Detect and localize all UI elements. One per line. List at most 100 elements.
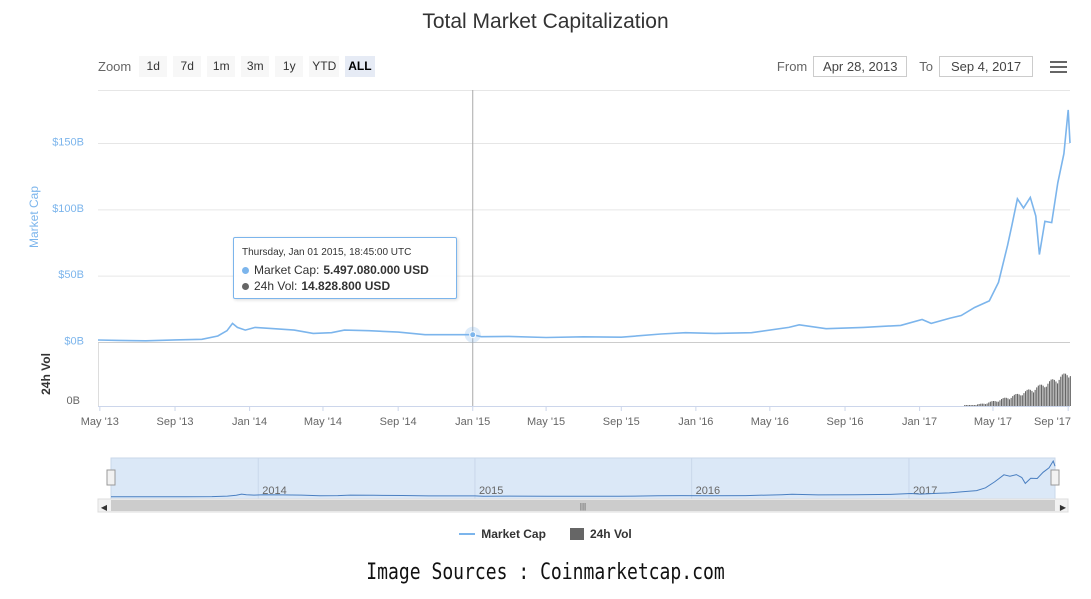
x-tick-label: Jan '17 xyxy=(902,416,937,428)
volume-bar xyxy=(1060,376,1062,406)
volume-bar xyxy=(1010,397,1012,406)
volume-bar xyxy=(1028,389,1030,406)
x-tick-label: May '15 xyxy=(527,416,565,428)
volume-bar xyxy=(1049,381,1051,406)
volume-bar xyxy=(1061,374,1063,406)
legend-label-volume: 24h Vol xyxy=(589,527,632,541)
to-date-input[interactable]: Sep 4, 2017 xyxy=(939,55,1033,77)
zoom-1m-button[interactable]: 1m xyxy=(207,55,236,77)
scroll-right-arrow-icon[interactable]: ▶ xyxy=(1060,503,1067,512)
volume-bar xyxy=(999,400,1001,406)
volume-bar xyxy=(1050,379,1052,406)
volume-bar xyxy=(1068,377,1070,406)
zoom-3m-button[interactable]: 3m xyxy=(241,55,270,77)
volume-bar xyxy=(1002,398,1004,406)
volume-bar xyxy=(1069,376,1071,406)
x-tick-label: Sep '16 xyxy=(827,416,864,428)
y-tick-label: $0B xyxy=(64,336,84,348)
volume-bar xyxy=(1034,389,1036,406)
navigator-year-label: 2014 xyxy=(262,485,286,497)
from-label: From xyxy=(776,58,808,74)
volume-bar xyxy=(1020,395,1022,406)
zoom-1d-button[interactable]: 1d xyxy=(139,55,168,77)
volume-bar xyxy=(1023,393,1025,406)
legend-line-icon xyxy=(459,533,476,535)
volume-bar xyxy=(1045,386,1047,406)
zoom-label: Zoom xyxy=(98,58,132,74)
navigator-year-label: 2016 xyxy=(696,485,720,497)
y-tick-label: $50B xyxy=(58,269,84,281)
legend-item-volume[interactable]: 24h Vol xyxy=(569,527,632,541)
x-axis-ticks: May '13 Sep '13 Jan '14 May '14 Sep '14 Jan '… xyxy=(81,406,1071,428)
volume-bar xyxy=(970,405,972,406)
tooltip: Thursday, Jan 01 2015, 18:45:00 UTC Mark… xyxy=(233,237,457,299)
volume-bar xyxy=(997,401,999,406)
scroll-left-arrow-icon[interactable]: ◀ xyxy=(101,503,108,512)
legend-box-icon xyxy=(569,528,584,540)
volume-bar xyxy=(1029,389,1031,406)
y-axis-ticks: $0B $50B $100B $150B xyxy=(52,137,84,348)
volume-bar xyxy=(967,405,969,406)
volume-bar xyxy=(1031,390,1033,406)
volume-bar xyxy=(1018,394,1020,406)
volume-bar xyxy=(1013,394,1015,406)
tooltip-row-market-cap: Market Cap: 5.497.080.000 USD xyxy=(242,263,448,277)
legend-item-market-cap[interactable]: Market Cap xyxy=(459,527,546,541)
market-cap-chart[interactable]: $0B$50B$100B$150B Market Cap 24h Vol 0B … xyxy=(0,0,1091,520)
x-tick-label: Sep '14 xyxy=(380,416,417,428)
zoom-1y-button[interactable]: 1y xyxy=(275,55,304,77)
volume-bar xyxy=(1017,393,1019,406)
navigator[interactable]: 2014 2015 2016 2017 ◀ ▶ ||| xyxy=(97,457,1069,513)
volume-bar xyxy=(1033,392,1035,406)
volume-bar xyxy=(1055,381,1057,406)
legend-label-market-cap: Market Cap xyxy=(481,527,546,541)
volume-bar xyxy=(973,405,975,406)
volume-bar xyxy=(991,401,993,406)
hamburger-menu-icon[interactable] xyxy=(1050,61,1067,75)
tooltip-market-cap-value: 5.497.080.000 USD xyxy=(323,263,429,277)
x-tick-label: Jan '16 xyxy=(678,416,713,428)
date-range-selector: From Apr 28, 2013 To Sep 4, 2017 xyxy=(777,55,1033,77)
volume-bar xyxy=(981,403,983,406)
volume-axis-tick: 0B xyxy=(67,395,80,407)
navigator-right-handle[interactable] xyxy=(1050,469,1060,486)
zoom-ytd-button[interactable]: YTD xyxy=(309,55,340,77)
volume-bar xyxy=(1041,384,1043,406)
x-tick-label: Jan '15 xyxy=(455,416,490,428)
volume-bar xyxy=(985,404,987,406)
from-date-input[interactable]: Apr 28, 2013 xyxy=(813,55,908,77)
volume-bar xyxy=(980,403,982,406)
volume-bar xyxy=(972,405,974,406)
volume-bar xyxy=(983,403,985,406)
volume-bar xyxy=(1053,379,1055,406)
volume-bar xyxy=(994,401,996,406)
tooltip-market-cap-label: Market Cap: xyxy=(254,263,320,277)
navigator-selection[interactable] xyxy=(110,457,1056,500)
market-cap-line xyxy=(97,109,1071,342)
x-tick-label: Jan '14 xyxy=(232,416,267,428)
scrollbar-grip-icon: ||| xyxy=(580,502,586,511)
navigator-left-handle[interactable] xyxy=(106,469,116,486)
volume-bar xyxy=(1009,399,1011,406)
volume-bar xyxy=(993,401,995,406)
y-axis-label: Market Cap xyxy=(27,186,41,248)
volume-bar xyxy=(964,405,966,406)
volume-bar xyxy=(996,401,998,406)
zoom-all-button[interactable]: ALL xyxy=(345,55,375,77)
volume-bar xyxy=(978,404,980,406)
chart-legend: Market Cap 24h Vol xyxy=(0,527,1091,541)
zoom-7d-button[interactable]: 7d xyxy=(173,55,202,77)
x-tick-label: May '17 xyxy=(974,416,1012,428)
x-tick-label: Sep '15 xyxy=(603,416,640,428)
x-tick-label: Sep '17 xyxy=(1034,416,1071,428)
volume-bar xyxy=(1065,373,1067,406)
x-tick-label: Sep '13 xyxy=(157,416,194,428)
volume-bar xyxy=(1026,389,1028,406)
volume-bar xyxy=(989,401,991,406)
tooltip-row-volume: 24h Vol: 14.828.800 USD xyxy=(242,279,448,293)
navigator-scrollbar-thumb[interactable] xyxy=(111,500,1055,511)
volume-bar xyxy=(1004,397,1006,406)
volume-bar xyxy=(1025,391,1027,406)
volume-bar xyxy=(965,405,967,406)
x-tick-label: May '16 xyxy=(751,416,789,428)
